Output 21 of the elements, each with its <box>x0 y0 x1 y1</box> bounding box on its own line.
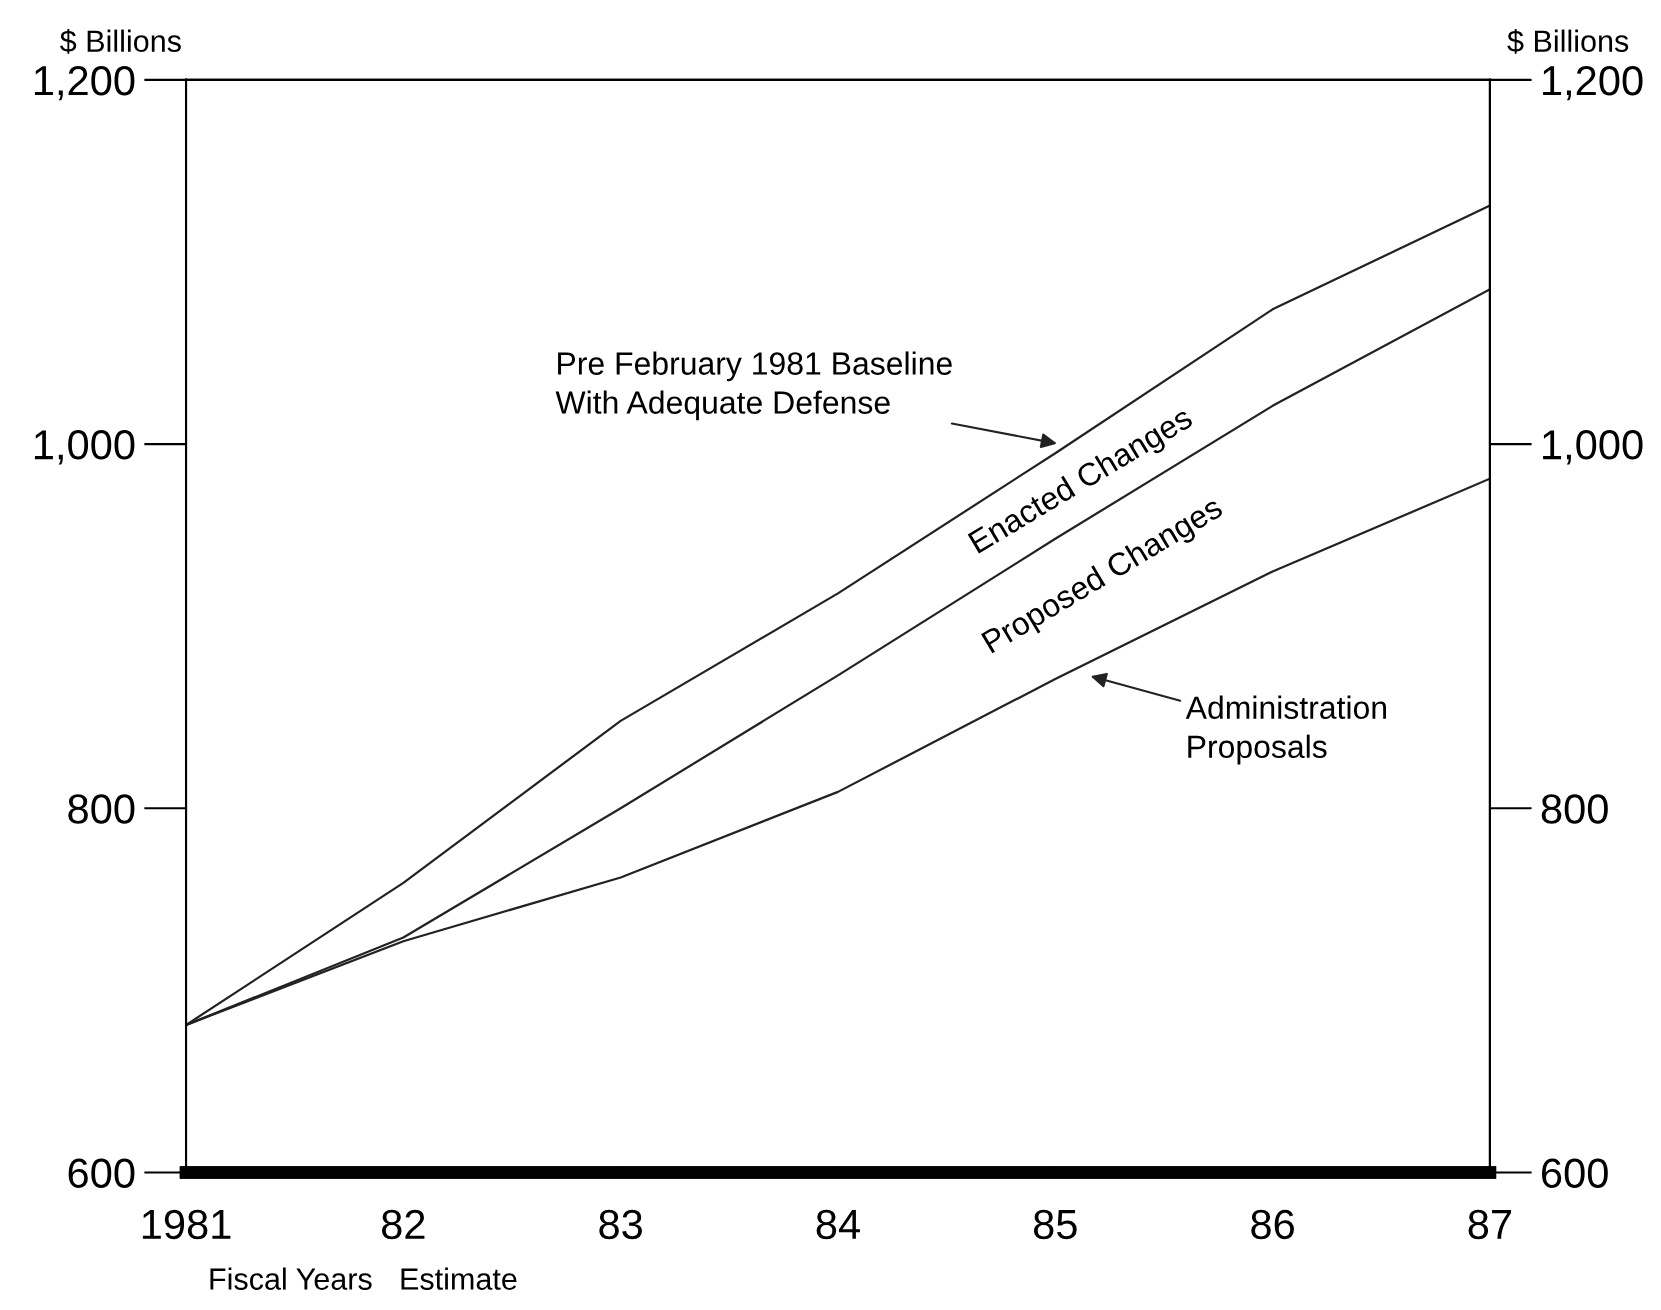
x-tick-label: 87 <box>1468 1209 1511 1240</box>
x-tick-label: 1981 <box>142 1209 231 1240</box>
text: Administration Proposals <box>1185 695 1386 765</box>
text: Estimate <box>401 1267 517 1290</box>
y-tick-label: 800 <box>68 794 135 824</box>
x-tick-label: 82 <box>381 1209 425 1240</box>
y2-axis-title: $ Billions <box>1507 29 1629 54</box>
x-tick-label: 84 <box>816 1209 860 1240</box>
x-tick-label: 83 <box>599 1209 642 1240</box>
y-tick-label: 1,200 <box>34 65 135 101</box>
text: Pre February 1981 Baseline With Adequate Defense <box>555 351 952 421</box>
y2-tick-label: 600 <box>1542 1158 1608 1188</box>
y-axis-title: $ Billions <box>60 29 181 54</box>
x-tick-label: 85 <box>1033 1209 1077 1240</box>
y2-tick-label: 1,200 <box>1543 65 1643 101</box>
y2-tick-label: 800 <box>1541 794 1608 824</box>
x-tick-label: 86 <box>1251 1209 1294 1240</box>
y-tick-label: 1,000 <box>34 430 135 465</box>
x-axis-title: Fiscal Years <box>210 1267 372 1290</box>
y2-tick-label: 1,000 <box>1543 430 1643 465</box>
y-tick-label: 600 <box>68 1158 135 1188</box>
